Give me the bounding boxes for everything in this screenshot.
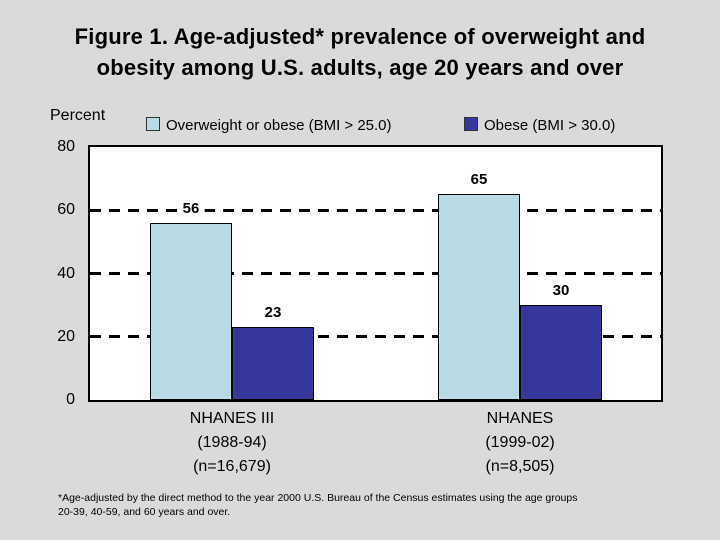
x-category-label: NHANES (1999-02) (n=8,505) bbox=[485, 410, 555, 475]
bar bbox=[438, 194, 520, 400]
x-category-label: NHANES III (1988-94) (n=16,679) bbox=[189, 410, 275, 475]
legend-swatch-overweight-icon bbox=[146, 117, 160, 131]
y-axis-tick-label: 20 bbox=[57, 327, 75, 345]
bar bbox=[232, 327, 314, 400]
bar-value-label: 65 bbox=[465, 171, 493, 189]
bar-value-label: 30 bbox=[547, 282, 575, 300]
gridline-60 bbox=[90, 208, 661, 212]
legend-item-obese: Obese (BMI > 30.0) bbox=[464, 116, 615, 136]
legend-label-obese: Obese (BMI > 30.0) bbox=[484, 117, 616, 134]
y-axis: 0 20 40 60 80 bbox=[27, 0, 75, 540]
gridline-20 bbox=[90, 335, 661, 339]
bar bbox=[150, 223, 232, 400]
figure-title: Figure 1. Age-adjusted* prevalence of ov… bbox=[74, 24, 646, 80]
y-axis-tick-label: 80 bbox=[57, 138, 75, 155]
y-axis-tick-label: 60 bbox=[57, 201, 75, 219]
footnote: *Age-adjusted by the direct method to th… bbox=[58, 492, 578, 518]
bar bbox=[520, 305, 602, 400]
legend-swatch-obese-icon bbox=[464, 117, 478, 131]
y-axis-tick-label: 0 bbox=[66, 391, 75, 408]
plot-area: 56 23 65 30 bbox=[88, 145, 663, 402]
legend-label-overweight: Overweight or obese (BMI > 25.0) bbox=[166, 117, 392, 134]
legend-item-overweight: Overweight or obese (BMI > 25.0) bbox=[146, 116, 392, 136]
y-axis-tick-label: 40 bbox=[57, 264, 75, 282]
bar-value-label: 56 bbox=[177, 200, 205, 218]
y-axis-title: Percent bbox=[50, 107, 106, 124]
bar-value-label: 23 bbox=[259, 304, 287, 322]
gridline-40 bbox=[90, 272, 661, 275]
